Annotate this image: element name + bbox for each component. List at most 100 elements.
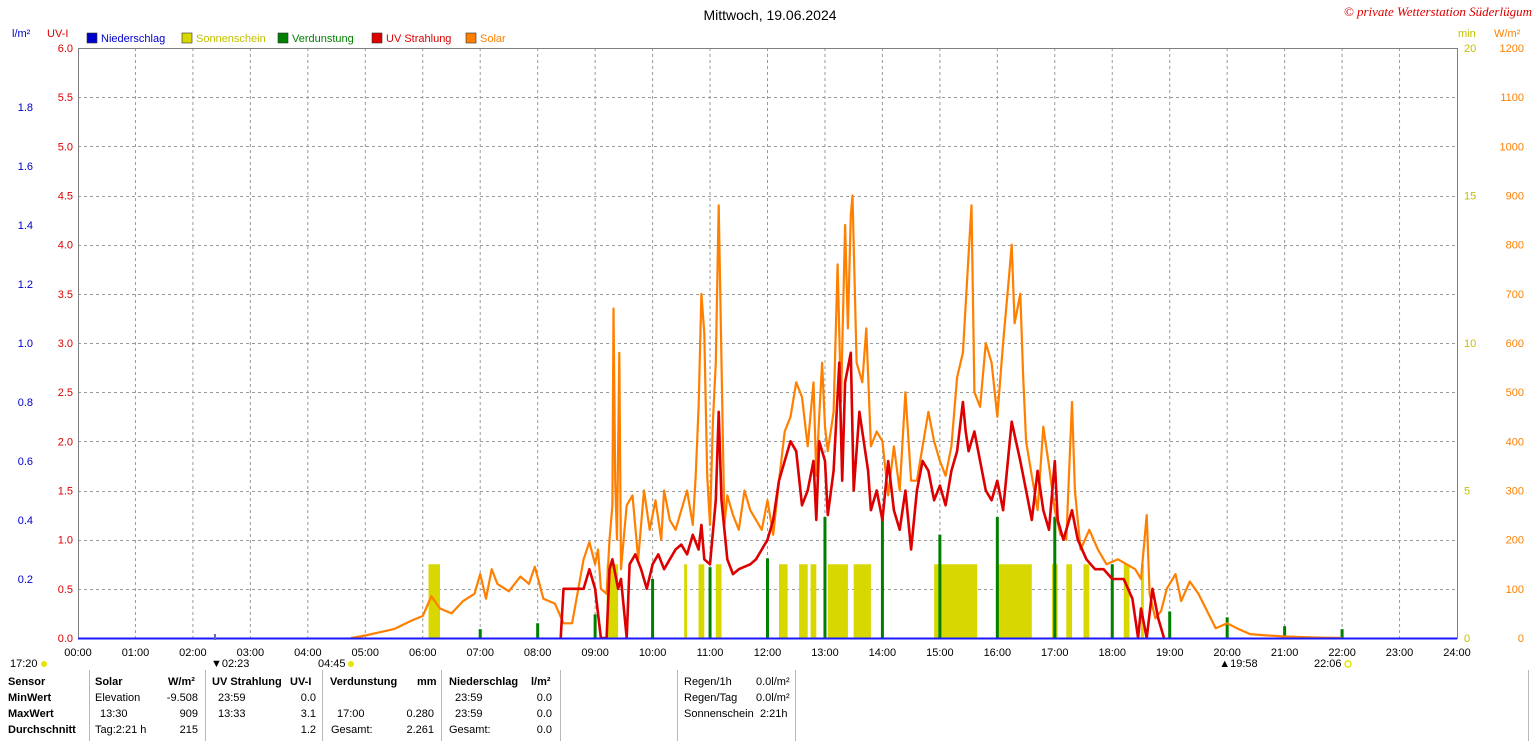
uvi-axis-tick: 2.0 xyxy=(58,436,73,448)
uvi-axis-tick: 0.0 xyxy=(58,633,73,645)
row-verd-b: 2.261 xyxy=(406,724,434,736)
uvi-axis-tick: 5.5 xyxy=(58,92,73,104)
x-axis-tick: 18:00 xyxy=(1098,647,1126,659)
sunshine-axis-tick: 15 xyxy=(1464,191,1476,203)
sunshine-bar xyxy=(853,564,871,638)
extra-label: Regen/1h xyxy=(684,676,732,688)
left-axis-tick: 0.2 xyxy=(18,574,33,586)
row-verd-b: 0.280 xyxy=(406,708,434,720)
left-unit-label: l/m² xyxy=(12,28,31,40)
row-uv-b: 3.1 xyxy=(300,708,316,720)
solar-axis-tick: 0 xyxy=(1518,633,1524,645)
x-axis-tick: 05:00 xyxy=(352,647,380,659)
hdr-sensor: Sensor xyxy=(8,676,46,688)
sunshine-bar xyxy=(799,564,808,638)
sunrise-time: 04:45 xyxy=(318,658,346,670)
uvi-unit-label: UV-I xyxy=(47,28,68,40)
legend-swatch xyxy=(465,32,477,44)
legend-swatch xyxy=(371,32,383,44)
row-solar-b: 909 xyxy=(179,708,198,720)
x-axis-tick: 00:00 xyxy=(64,647,92,659)
solar-line xyxy=(350,194,1343,640)
x-axis-tick: 23:00 xyxy=(1386,647,1414,659)
extra-label: Sonnenschein xyxy=(684,708,754,720)
sunshine-bar xyxy=(684,564,688,638)
hdr-solar: Solar xyxy=(95,676,123,688)
uvi-axis-tick: 2.5 xyxy=(58,387,73,399)
x-axis-tick: 07:00 xyxy=(466,647,494,659)
x-axis-tick: 17:00 xyxy=(1041,647,1069,659)
evaporation-bar xyxy=(938,534,942,638)
legend-label: Verdunstung xyxy=(292,33,354,45)
hdr-uv-unit: UV-I xyxy=(290,676,312,688)
row-label: MinWert xyxy=(8,692,52,704)
evaporation-bar xyxy=(536,623,540,638)
left-axis-tick: 0.8 xyxy=(18,397,33,409)
extra-label: Regen/Tag xyxy=(684,692,738,704)
row-uv-b: 1.2 xyxy=(300,724,316,736)
row-nied-b: 0.0 xyxy=(536,692,552,704)
sunshine-bar xyxy=(997,564,1032,638)
dusk-time: ▲19:58 xyxy=(1219,658,1257,670)
solar-axis-tick: 1200 xyxy=(1500,43,1524,55)
x-axis-tick: 14:00 xyxy=(869,647,897,659)
x-axis-tick: 19:00 xyxy=(1156,647,1184,659)
x-axis-tick: 02:00 xyxy=(179,647,207,659)
hdr-solar-unit: W/m² xyxy=(168,676,195,688)
row-uv-a: 23:59 xyxy=(218,692,246,704)
solar-axis-tick: 600 xyxy=(1506,338,1524,350)
row-nied-a: Gesamt: xyxy=(449,724,491,736)
chart-grid xyxy=(78,48,1457,638)
x-axis-tick: 15:00 xyxy=(926,647,954,659)
row-verd-a: 17:00 xyxy=(337,708,365,720)
left-axis-tick: 1.4 xyxy=(18,220,33,232)
sunshine-axis-tick: 5 xyxy=(1464,486,1470,498)
sunshine-bar xyxy=(1066,564,1073,638)
evaporation-series xyxy=(478,517,1344,638)
legend-label: Solar xyxy=(480,33,506,45)
left-axis-tick: 0.4 xyxy=(18,515,33,527)
x-axis-tick: 03:00 xyxy=(237,647,265,659)
row-uv-b: 0.0 xyxy=(300,692,316,704)
legend-label: UV Strahlung xyxy=(386,33,451,45)
evaporation-bar xyxy=(478,629,482,638)
left-axis-tick: 0.6 xyxy=(18,456,33,468)
extra-value: 0.0l/m² xyxy=(756,676,790,688)
hdr-nied-unit: l/m² xyxy=(531,676,551,688)
solar-axis-tick: 300 xyxy=(1506,486,1524,498)
row-nied-b: 0.0 xyxy=(536,724,552,736)
extra-value: 2:21h xyxy=(760,708,788,720)
row-solar-b: -9.508 xyxy=(166,692,198,704)
x-axis-tick: 09:00 xyxy=(581,647,609,659)
min-unit-label: min xyxy=(1458,28,1476,40)
solar-series xyxy=(350,194,1343,640)
x-axis-tick: 16:00 xyxy=(984,647,1012,659)
solar-axis-tick: 200 xyxy=(1506,535,1524,547)
sunshine-bar xyxy=(1123,564,1130,638)
evaporation-bar xyxy=(1340,629,1344,638)
solar-axis-tick: 700 xyxy=(1506,289,1524,301)
uvi-axis-tick: 0.5 xyxy=(58,584,73,596)
sunshine-bar xyxy=(1083,564,1090,638)
uvi-axis-tick: 3.0 xyxy=(58,338,73,350)
x-axis-tick: 01:00 xyxy=(122,647,150,659)
uv-series xyxy=(559,351,1166,640)
uvi-axis-tick: 1.0 xyxy=(58,535,73,547)
x-axis-tick: 12:00 xyxy=(754,647,782,659)
uvi-axis-tick: 5.0 xyxy=(58,141,73,153)
sunshine-axis-tick: 20 xyxy=(1464,43,1476,55)
x-axis-tick: 10:00 xyxy=(639,647,667,659)
legend-swatch xyxy=(181,32,193,44)
solar-axis-tick: 400 xyxy=(1506,436,1524,448)
evaporation-bar xyxy=(1110,564,1114,638)
sunshine-bar xyxy=(827,564,848,638)
row-nied-b: 0.0 xyxy=(536,708,552,720)
sunshine-bar xyxy=(715,564,722,638)
x-axis-tick: 08:00 xyxy=(524,647,552,659)
sun-moon-events: 17:20 ▼02:23 04:45 ▲19:58 22:06 xyxy=(10,634,1352,670)
chart-title: Mittwoch, 19.06.2024 xyxy=(703,7,836,23)
solar-axis-tick: 1100 xyxy=(1500,92,1524,104)
uv-line xyxy=(559,351,1166,640)
left-axis-tick: 1.0 xyxy=(18,338,33,350)
left-axis-tick: 1.8 xyxy=(18,102,33,114)
